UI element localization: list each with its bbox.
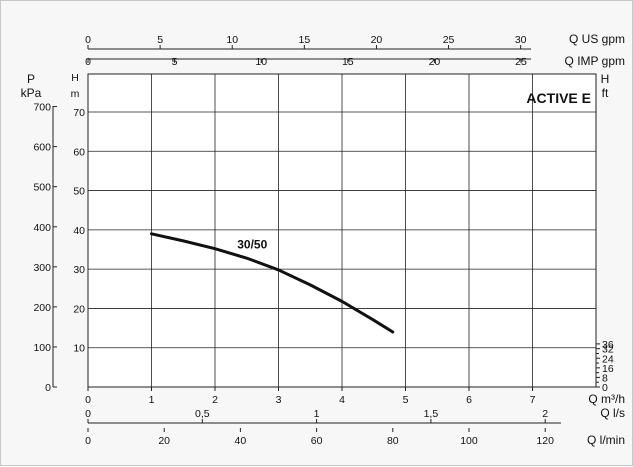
tick-label-kpa: 200 (33, 302, 51, 314)
tick-label-m: 60 (73, 146, 85, 158)
tick-label-ft: 32 (602, 344, 614, 356)
axis-unit-ls: Q l/s (600, 406, 625, 420)
tick-label-kpa: 300 (33, 262, 51, 274)
tick-label-m: 50 (73, 186, 85, 198)
tick-label-ft: 24 (602, 353, 614, 365)
grid (87, 73, 597, 388)
tick-label-lmin: 100 (460, 435, 478, 447)
tick-label-ls: 0,5 (195, 408, 210, 420)
axis-unit-m3h: Q m³/h (588, 392, 625, 406)
tick-label-lmin: 60 (311, 435, 323, 447)
tick-label-us-gpm: 10 (226, 34, 238, 46)
tick-label-us-gpm: 25 (443, 34, 455, 46)
tick-label-imp-gpm: 25 (515, 56, 527, 68)
tick-label-lmin: 120 (536, 435, 554, 447)
tick-label-lmin: 40 (235, 435, 247, 447)
tick-label-kpa: 0 (45, 382, 51, 394)
tick-label-ls: 2 (542, 408, 548, 420)
tick-label-m: 70 (73, 107, 85, 119)
series-layer (150, 232, 395, 334)
tick-label-kpa: 600 (33, 142, 51, 154)
tick-label-m3h: 6 (466, 394, 472, 406)
tick-label-ls: 1,5 (424, 408, 439, 420)
axis-unit-us-gpm: Q US gpm (569, 32, 625, 46)
tick-label-lmin: 80 (387, 435, 399, 447)
tick-label-ls: 0 (85, 408, 91, 420)
tick-label-m: 40 (73, 225, 85, 237)
tick-label-m: 30 (73, 264, 85, 276)
tick-label-imp-gpm: 10 (255, 56, 267, 68)
tick-label-imp-gpm: 5 (172, 56, 178, 68)
axis-unit-ft: ft (602, 86, 609, 100)
tick-label-imp-gpm: 20 (429, 56, 441, 68)
axis-unit-m: m (71, 88, 80, 100)
tick-label-kpa: 100 (33, 342, 51, 354)
axis-unit-lmin: Q l/min (587, 433, 625, 447)
tick-label-m3h: 0 (85, 394, 91, 406)
tick-label-m: 20 (73, 303, 85, 315)
tick-label-m3h: 4 (339, 394, 345, 406)
tick-label-ls: 1 (314, 408, 320, 420)
axis-unit-imp-gpm: Q IMP gpm (565, 54, 625, 68)
tick-label-kpa: 400 (33, 222, 51, 234)
series-label-30-50: 30/50 (237, 238, 267, 252)
tick-label-lmin: 0 (85, 435, 91, 447)
tick-label-m3h: 1 (149, 394, 155, 406)
tick-label-imp-gpm: 15 (342, 56, 354, 68)
tick-label-us-gpm: 15 (298, 34, 310, 46)
tick-label-us-gpm: 30 (515, 34, 527, 46)
axis-unit-p: P (27, 72, 35, 86)
axis-unit-kpa: kPa (21, 86, 42, 100)
tick-label-ft: 8 (602, 372, 608, 384)
tick-label-m3h: 5 (403, 394, 409, 406)
tick-label-m3h: 7 (530, 394, 536, 406)
tick-label-m3h: 2 (212, 394, 218, 406)
tick-label-m3h: 3 (276, 394, 282, 406)
tick-label-ft: 16 (602, 363, 614, 375)
tick-label-kpa: 500 (33, 182, 51, 194)
tick-label-lmin: 20 (158, 435, 170, 447)
chart-title: ACTIVE E (526, 90, 591, 106)
tick-label-ft: 0 (602, 382, 608, 394)
axis-unit-h-top: H (71, 72, 79, 84)
axes (52, 45, 600, 432)
tick-label-imp-gpm: 0 (85, 56, 91, 68)
tick-label-kpa: 700 (33, 102, 51, 114)
series-curve-30-50 (150, 232, 395, 334)
axis-unit-h-right: H (601, 72, 610, 86)
tick-label-us-gpm: 5 (157, 34, 163, 46)
tick-label-ft: 36 (602, 339, 614, 351)
tick-label-m: 10 (73, 343, 85, 355)
tick-label-us-gpm: 0 (85, 34, 91, 46)
tick-label-us-gpm: 20 (371, 34, 383, 46)
